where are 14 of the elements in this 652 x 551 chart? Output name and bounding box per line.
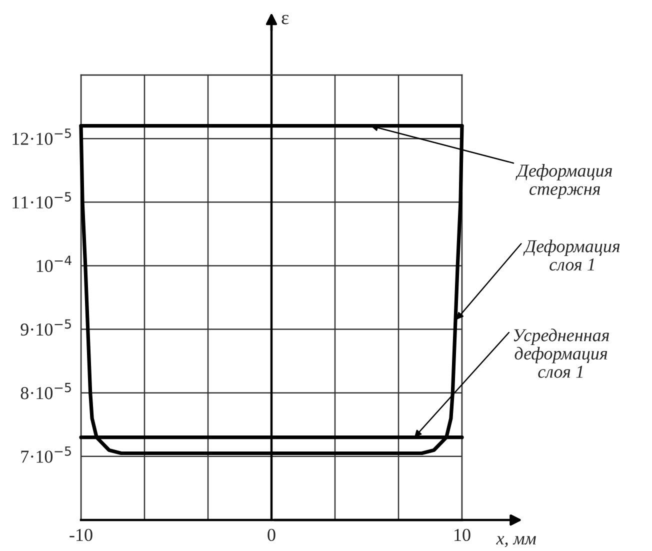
annotation: Усредненная деформация слоя 1 (514, 328, 609, 378)
x-tick-label: 0 (268, 528, 276, 542)
y-tick-label: 8·10$^{−5}$ (20, 382, 71, 400)
y-tick-label: 9·10$^{−5}$ (20, 319, 71, 336)
y-tick-label: 7·10$^{−5}$ (21, 446, 71, 463)
y-tick-label: 12·10$^{−5}$ (12, 128, 71, 145)
annotation: Деформация стержня (516, 164, 612, 199)
x-tick-label: -10 (70, 528, 92, 542)
x-tick-label: 10 (454, 528, 470, 542)
y-tick-label: 11·10$^{−5}$ (12, 192, 71, 208)
x-axis-title: x, мм (496, 536, 536, 548)
y-axis-title: ε (282, 14, 289, 24)
y-tick-label: 10$^{−4}$ (36, 256, 72, 272)
annotation: Деформация слоя 1 (523, 240, 620, 271)
